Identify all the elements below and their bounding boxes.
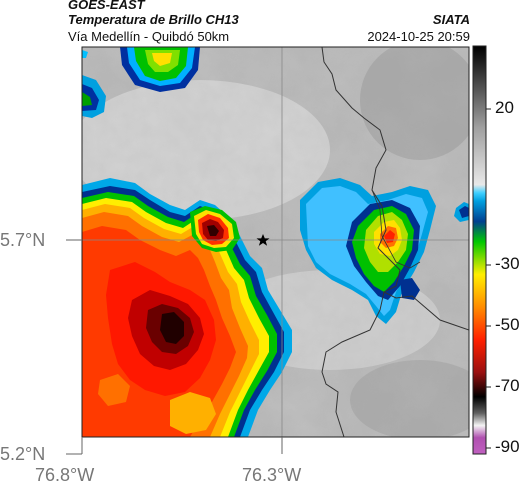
lon-label-76-3: 76.3°W [242,465,302,485]
colorbar [472,45,491,455]
colorbar-tick-minus30: -30 [495,254,520,273]
colorbar-tick-minus50: -50 [495,315,520,334]
lon-label-76-8: 76.8°W [35,465,95,485]
satellite-title: GOES-EAST [68,0,145,12]
pixel-speck [82,50,88,58]
road-line [371,189,421,269]
convective-cell-east [300,178,469,324]
convective-system-southwest [82,178,292,437]
star-icon [256,234,270,246]
colorbar-tick-minus90: -90 [495,437,520,456]
border-line [321,47,469,331]
axis-ticks [66,239,283,455]
region-subtitle: Vía Medellín - Quibdó 50km [68,29,230,44]
river-line [321,291,385,437]
lat-label-5-7: 5.7°N [0,230,46,250]
satellite-image [82,47,469,437]
map-frame [81,46,470,438]
colorbar-tick-20: 20 [495,98,514,117]
product-title: Temperatura de Brillo CH13 [68,12,239,27]
organization-label: SIATA [432,12,470,27]
datetime-label: 2024-10-25 20:59 [367,29,470,44]
colorbar-tick-minus70: -70 [495,376,520,395]
convective-cell-north [120,47,200,92]
convective-cell-west [82,75,106,118]
lat-label-5-2: 5.2°N [0,444,46,464]
